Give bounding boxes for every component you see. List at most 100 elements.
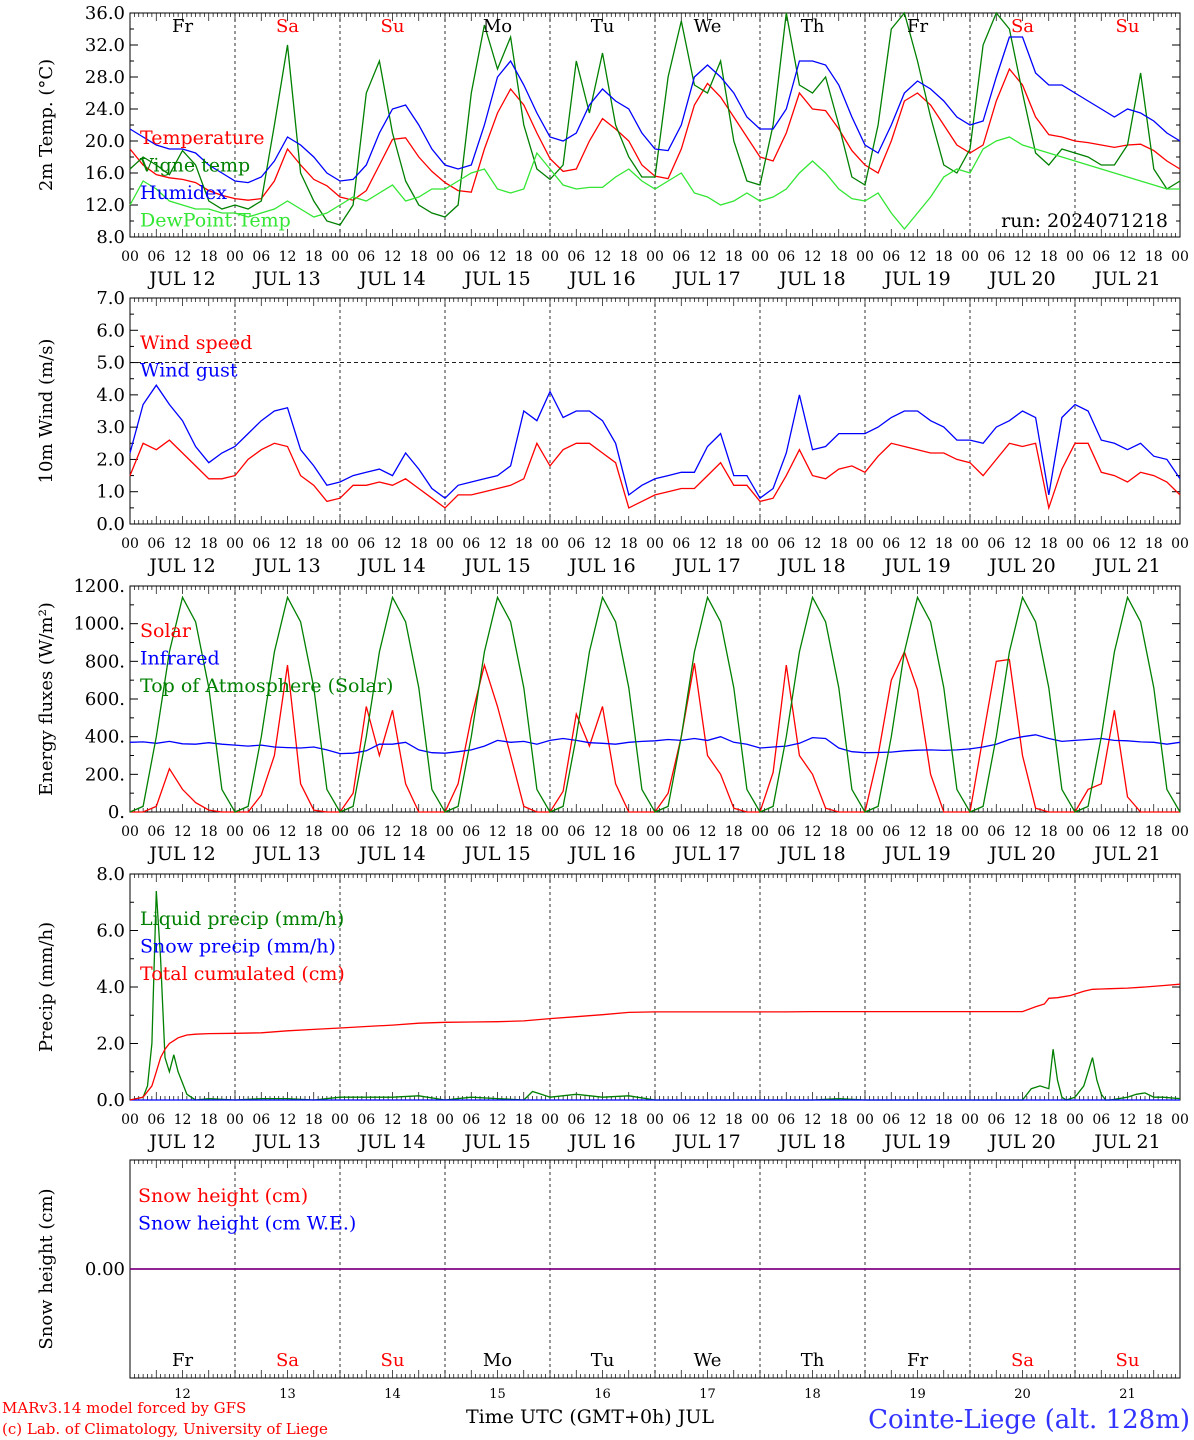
x-hour-label: 00 xyxy=(226,536,244,552)
x-date-label: JUL 19 xyxy=(882,1131,950,1153)
legend-entry: Snow height (cm) xyxy=(138,1185,308,1207)
x-hour-label: 18 xyxy=(305,249,323,265)
legend-entry: Top of Atmosphere (Solar) xyxy=(140,675,393,697)
x-hour-label: 06 xyxy=(777,1112,795,1128)
x-hour-label: 12 xyxy=(699,249,717,265)
x-hour-label: 06 xyxy=(672,249,690,265)
weekday-label: Fr xyxy=(907,1350,928,1371)
weekday-label: Su xyxy=(1116,1350,1140,1371)
x-hour-label: 00 xyxy=(961,249,979,265)
x-hour-label: 06 xyxy=(987,824,1005,840)
legend-entry: Wind gust xyxy=(140,360,238,382)
y-tick-label: 2.0 xyxy=(96,449,125,470)
weekday-label: Fr xyxy=(172,16,193,37)
x-hour-label: 18 xyxy=(1145,824,1163,840)
x-hour-label: 00 xyxy=(541,824,559,840)
x-hour-label: 12 xyxy=(384,824,402,840)
weekday-label: Su xyxy=(381,16,405,37)
x-hour-label: 12 xyxy=(279,536,297,552)
x-hour-label: 18 xyxy=(515,536,533,552)
x-hour-label: 12 xyxy=(594,249,612,265)
series-line-infrared xyxy=(129,734,1181,755)
x-hour-label: 12 xyxy=(174,536,192,552)
panel-1: 8.0 12.0 16.0 20.0 24.0 28.0 32.0 36.0 2m Temp. … xyxy=(36,3,1189,290)
x-date-label: JUL 18 xyxy=(777,1131,845,1153)
x-date-label: JUL 14 xyxy=(357,843,425,865)
x-hour-label: 06 xyxy=(357,249,375,265)
x-date-label: JUL 17 xyxy=(672,843,740,865)
x-hour-label: 18 xyxy=(1145,1112,1163,1128)
x-hour-label: 18 xyxy=(935,536,953,552)
x-hour-label: 12 xyxy=(804,536,822,552)
x-hour-label: 18 xyxy=(305,824,323,840)
x-hour-label: 18 xyxy=(725,824,743,840)
footer-credit: (c) Lab. of Climatology, University of L… xyxy=(2,1420,328,1438)
x-hour-label: 00 xyxy=(1171,249,1189,265)
x-hour-label: 00 xyxy=(436,1112,454,1128)
x-hour-label: 12 xyxy=(804,249,822,265)
y-tick-label: 36.0 xyxy=(85,3,125,24)
weekday-label: Th xyxy=(801,1350,825,1371)
y-axis-label: 10m Wind (m/s) xyxy=(36,339,57,484)
x-date-label: JUL 17 xyxy=(672,268,740,290)
x-hour-label: 12 xyxy=(384,249,402,265)
legend-entry: Snow precip (mm/h) xyxy=(140,936,336,958)
x-hour-label: 06 xyxy=(672,1112,690,1128)
x-hour-label: 18 xyxy=(935,249,953,265)
y-tick-label: 1000. xyxy=(73,614,125,635)
x-hour-label: 06 xyxy=(987,536,1005,552)
x-hour-label: 12 xyxy=(909,536,927,552)
x-hour-label: 00 xyxy=(856,824,874,840)
x-hour-label: 18 xyxy=(1040,249,1058,265)
x-hour-label: 12 xyxy=(804,824,822,840)
x-hour-label: 18 xyxy=(725,1112,743,1128)
x-hour-label: 06 xyxy=(252,824,270,840)
x-date-label: JUL 15 xyxy=(462,555,530,577)
y-tick-label: 28.0 xyxy=(85,67,125,88)
y-tick-label: 8.0 xyxy=(96,864,125,885)
x-date-label: JUL 16 xyxy=(567,555,635,577)
x-date-label: JUL 12 xyxy=(147,1131,215,1153)
x-hour-label: 18 xyxy=(515,249,533,265)
x-hour-label: 00 xyxy=(961,536,979,552)
legend-entry: Vigne temp xyxy=(139,155,250,177)
x-hour-label: 18 xyxy=(410,824,428,840)
x-hour-label: 12 xyxy=(1119,824,1137,840)
x-date-label: JUL 14 xyxy=(357,555,425,577)
x-hour-label: 00 xyxy=(856,536,874,552)
x-date-label: JUL 12 xyxy=(147,268,215,290)
x-hour-label: 06 xyxy=(462,536,480,552)
y-tick-label: 0.0 xyxy=(96,514,125,535)
x-hour-label: 18 xyxy=(1040,536,1058,552)
legend-entry: Total cumulated (cm) xyxy=(140,963,345,985)
day-number-label: 17 xyxy=(699,1387,716,1402)
x-hour-label: 12 xyxy=(279,249,297,265)
footer-model: MARv3.14 model forced by GFS xyxy=(2,1399,246,1417)
x-hour-label: 06 xyxy=(357,1112,375,1128)
x-hour-label: 18 xyxy=(410,1112,428,1128)
x-hour-label: 12 xyxy=(489,1112,507,1128)
x-hour-label: 12 xyxy=(594,1112,612,1128)
x-date-label: JUL 19 xyxy=(882,555,950,577)
x-hour-label: 18 xyxy=(305,1112,323,1128)
x-hour-label: 12 xyxy=(1014,1112,1032,1128)
x-hour-label: 06 xyxy=(357,536,375,552)
y-axis-label: Energy fluxes (W/m²) xyxy=(36,602,57,796)
x-hour-label: 06 xyxy=(147,536,165,552)
x-hour-label: 06 xyxy=(252,1112,270,1128)
x-hour-label: 00 xyxy=(1066,824,1084,840)
x-hour-label: 00 xyxy=(226,1112,244,1128)
x-hour-label: 00 xyxy=(541,249,559,265)
x-hour-label: 06 xyxy=(882,249,900,265)
x-date-label: JUL 20 xyxy=(987,268,1055,290)
legend-entry: DewPoint Temp xyxy=(140,210,291,232)
x-hour-label: 06 xyxy=(567,1112,585,1128)
x-hour-label: 00 xyxy=(961,824,979,840)
y-tick-label: 7.0 xyxy=(96,288,125,309)
x-hour-label: 00 xyxy=(751,1112,769,1128)
day-number-label: 20 xyxy=(1014,1387,1031,1402)
day-number-label: 21 xyxy=(1119,1387,1136,1402)
y-axis-label: Precip (mm/h) xyxy=(36,922,57,1052)
x-hour-label: 00 xyxy=(121,249,139,265)
x-hour-label: 06 xyxy=(672,536,690,552)
